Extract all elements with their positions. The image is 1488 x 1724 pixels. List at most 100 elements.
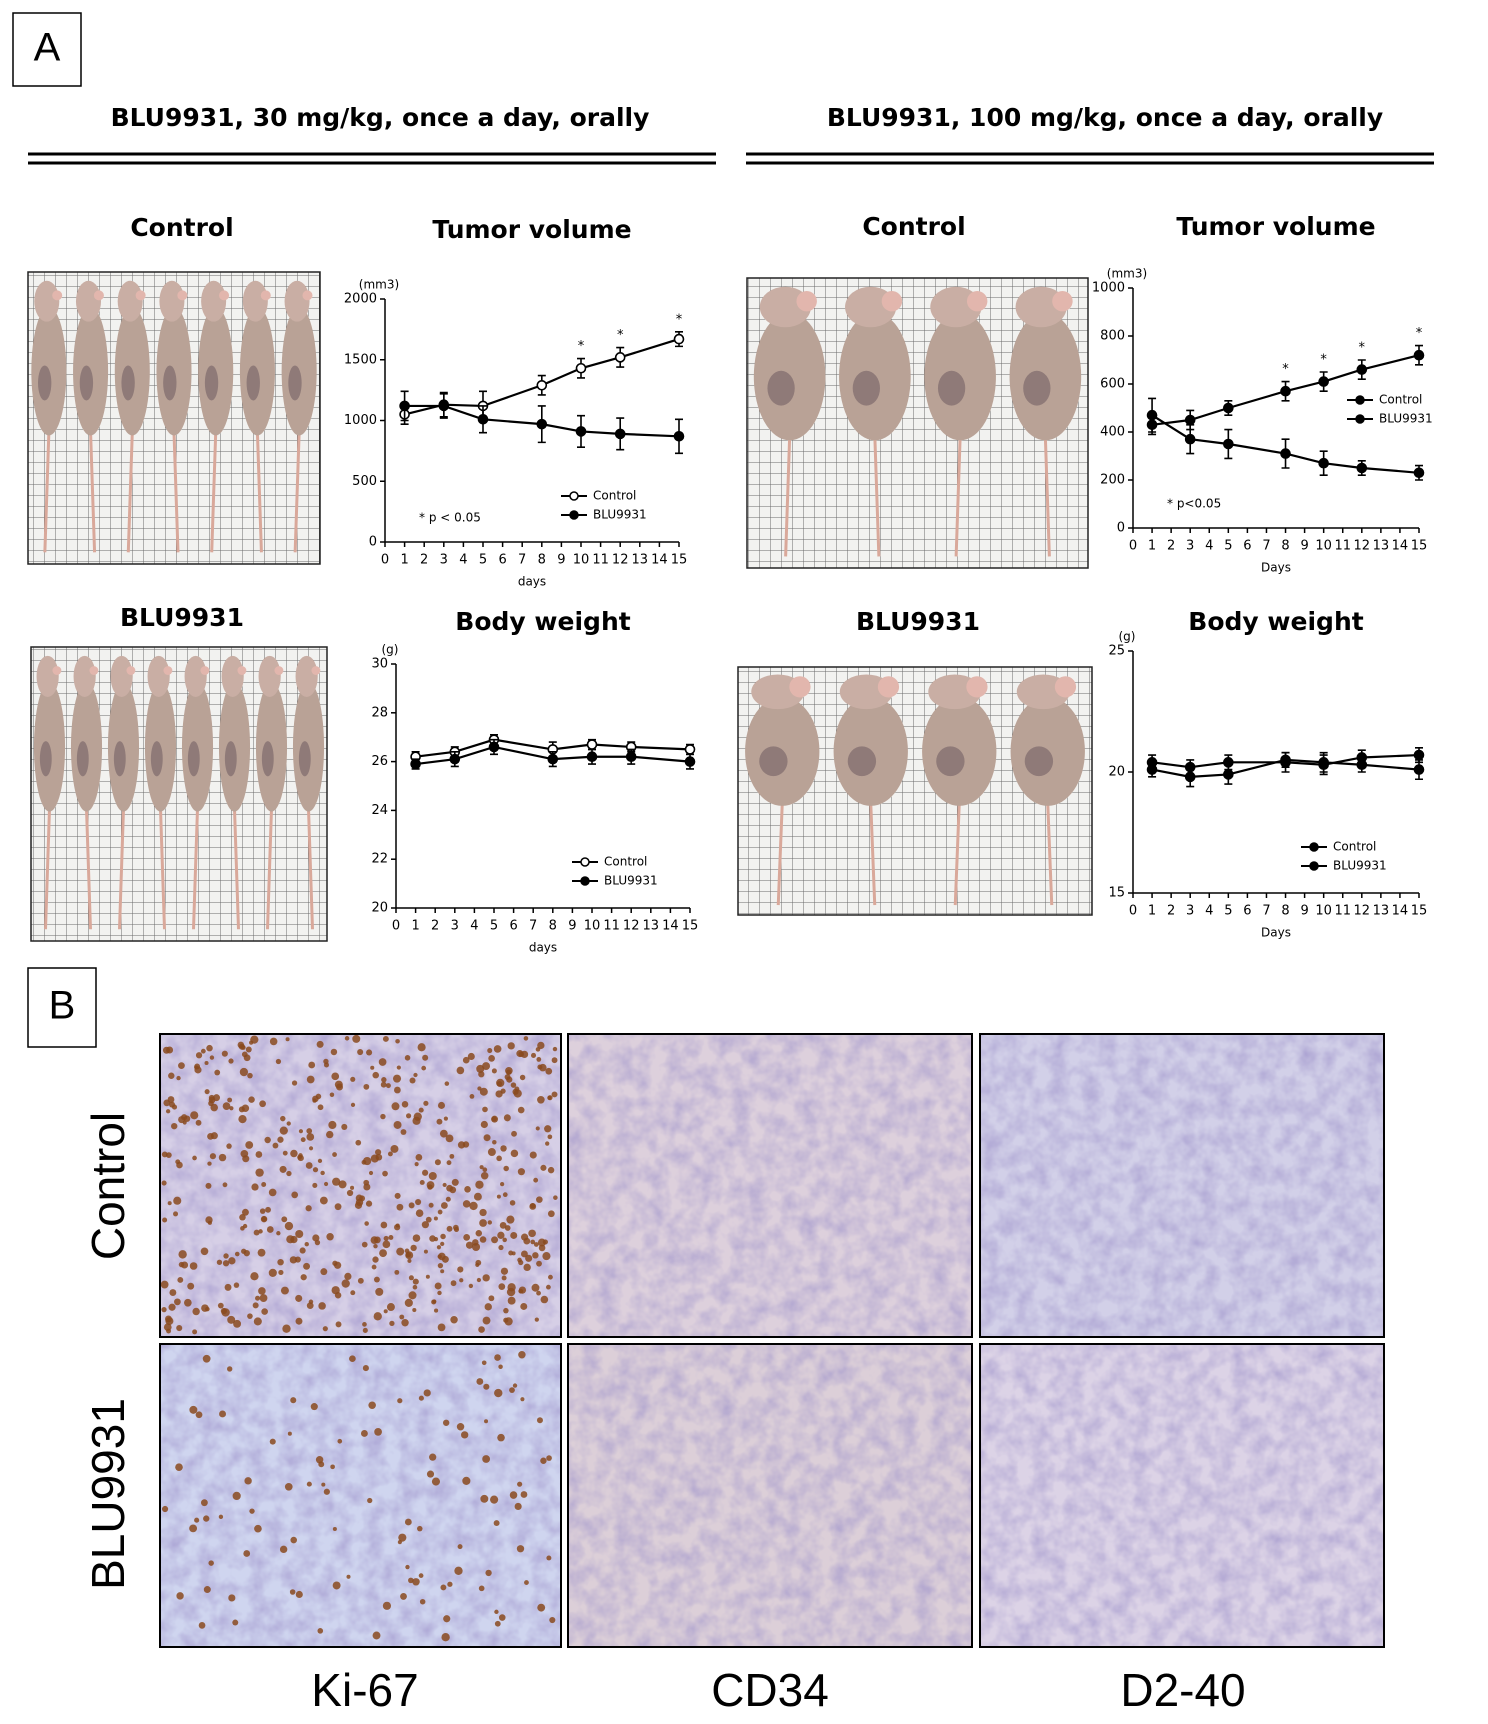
nucleus — [330, 1464, 335, 1470]
nucleus — [437, 1101, 446, 1109]
nucleus — [520, 1302, 528, 1310]
nucleus — [341, 1279, 350, 1288]
mouse-ear — [93, 290, 104, 301]
nucleus — [371, 1264, 377, 1270]
nucleus — [450, 1280, 457, 1287]
nucleus — [289, 1589, 296, 1595]
legend-label: BLU9931 — [1333, 859, 1387, 873]
legend-marker — [1309, 861, 1319, 871]
x-tick-label: 10 — [1315, 539, 1332, 554]
nucleus — [399, 1314, 405, 1320]
y-tick-label: 15 — [1108, 886, 1125, 901]
chart-title: Tumor volume — [432, 215, 631, 244]
nucleus — [255, 1295, 261, 1301]
mouse-ear — [311, 666, 321, 675]
nucleus — [363, 1083, 370, 1090]
mouse-ear — [274, 666, 284, 675]
nucleus — [201, 1304, 209, 1312]
y-tick-label: 1500 — [344, 352, 377, 367]
nucleus — [446, 1160, 452, 1166]
nucleus — [495, 1090, 503, 1098]
tumor — [937, 370, 966, 406]
y-tick-label: 28 — [371, 705, 388, 720]
nucleus — [456, 1422, 465, 1431]
significance-marker: * — [617, 328, 624, 343]
tumor — [1023, 370, 1051, 406]
nucleus — [392, 1074, 402, 1083]
nucleus — [510, 1149, 519, 1158]
mouse-ear — [877, 676, 900, 698]
nucleus — [282, 1324, 291, 1333]
nucleus — [217, 1302, 224, 1309]
nucleus — [397, 1398, 403, 1404]
nucleus — [456, 1066, 465, 1075]
nucleus — [337, 1438, 343, 1444]
nucleus — [305, 1162, 313, 1169]
nucleus — [502, 1237, 507, 1243]
row-label: BLU9931 — [82, 1398, 134, 1590]
nucleus — [168, 1303, 176, 1311]
nucleus — [536, 1196, 543, 1203]
nucleus — [276, 1231, 281, 1236]
nucleus — [280, 1115, 286, 1122]
nucleus — [404, 1298, 413, 1307]
nucleus — [364, 1221, 369, 1226]
nucleus — [523, 1036, 529, 1041]
nucleus — [210, 1103, 218, 1112]
mouse-head — [258, 655, 281, 697]
mouse-tail — [1043, 437, 1051, 557]
mouse-ear — [966, 290, 988, 312]
data-point — [1318, 376, 1329, 387]
nucleus — [323, 1488, 330, 1495]
nucleus — [198, 1622, 206, 1629]
nucleus — [437, 1323, 446, 1332]
nucleus — [408, 1275, 414, 1281]
nucleus — [332, 1527, 337, 1532]
nucleus — [287, 1431, 292, 1436]
mouse-ear — [1052, 290, 1073, 312]
nucleus — [268, 1268, 277, 1277]
nucleus — [504, 1225, 511, 1231]
nucleus — [386, 1303, 395, 1312]
significance-marker: * — [578, 339, 585, 354]
nucleus — [509, 1491, 518, 1499]
nucleus — [200, 1247, 209, 1256]
nucleus — [254, 1524, 262, 1533]
mouse-photos — [27, 271, 1093, 942]
nucleus — [476, 1378, 484, 1385]
x-tick-label: 2 — [1167, 539, 1175, 554]
nucleus — [326, 1233, 334, 1241]
nucleus — [306, 1133, 315, 1141]
nucleus — [491, 1068, 497, 1074]
nucleus — [214, 1069, 221, 1076]
nucleus — [318, 1302, 326, 1310]
mouse-head — [284, 280, 310, 322]
mouse-tail — [954, 437, 962, 557]
nucleus — [329, 1092, 335, 1098]
nucleus — [396, 1065, 401, 1070]
nucleus — [436, 1118, 443, 1125]
nucleus — [478, 1326, 485, 1333]
tumor — [187, 741, 200, 777]
significance-marker: * — [1282, 362, 1289, 377]
nucleus — [479, 1219, 487, 1227]
nucleus — [173, 1211, 179, 1217]
nucleus — [440, 1202, 448, 1209]
nucleus — [247, 1313, 253, 1319]
nucleus — [298, 1129, 304, 1134]
nucleus — [457, 1544, 463, 1550]
nucleus — [248, 1096, 255, 1103]
nucleus — [176, 1161, 183, 1169]
nucleus — [415, 1153, 423, 1161]
nucleus — [394, 1086, 401, 1094]
nucleus — [334, 1292, 342, 1299]
x-axis-label: Days — [1261, 926, 1291, 940]
tumor — [38, 365, 52, 401]
nucleus — [398, 1533, 407, 1542]
nucleus — [482, 1316, 491, 1325]
nucleus — [176, 1075, 181, 1081]
nucleus — [405, 1564, 410, 1570]
legend-marker — [569, 510, 579, 520]
nucleus — [330, 1048, 338, 1056]
nucleus — [506, 1069, 512, 1075]
